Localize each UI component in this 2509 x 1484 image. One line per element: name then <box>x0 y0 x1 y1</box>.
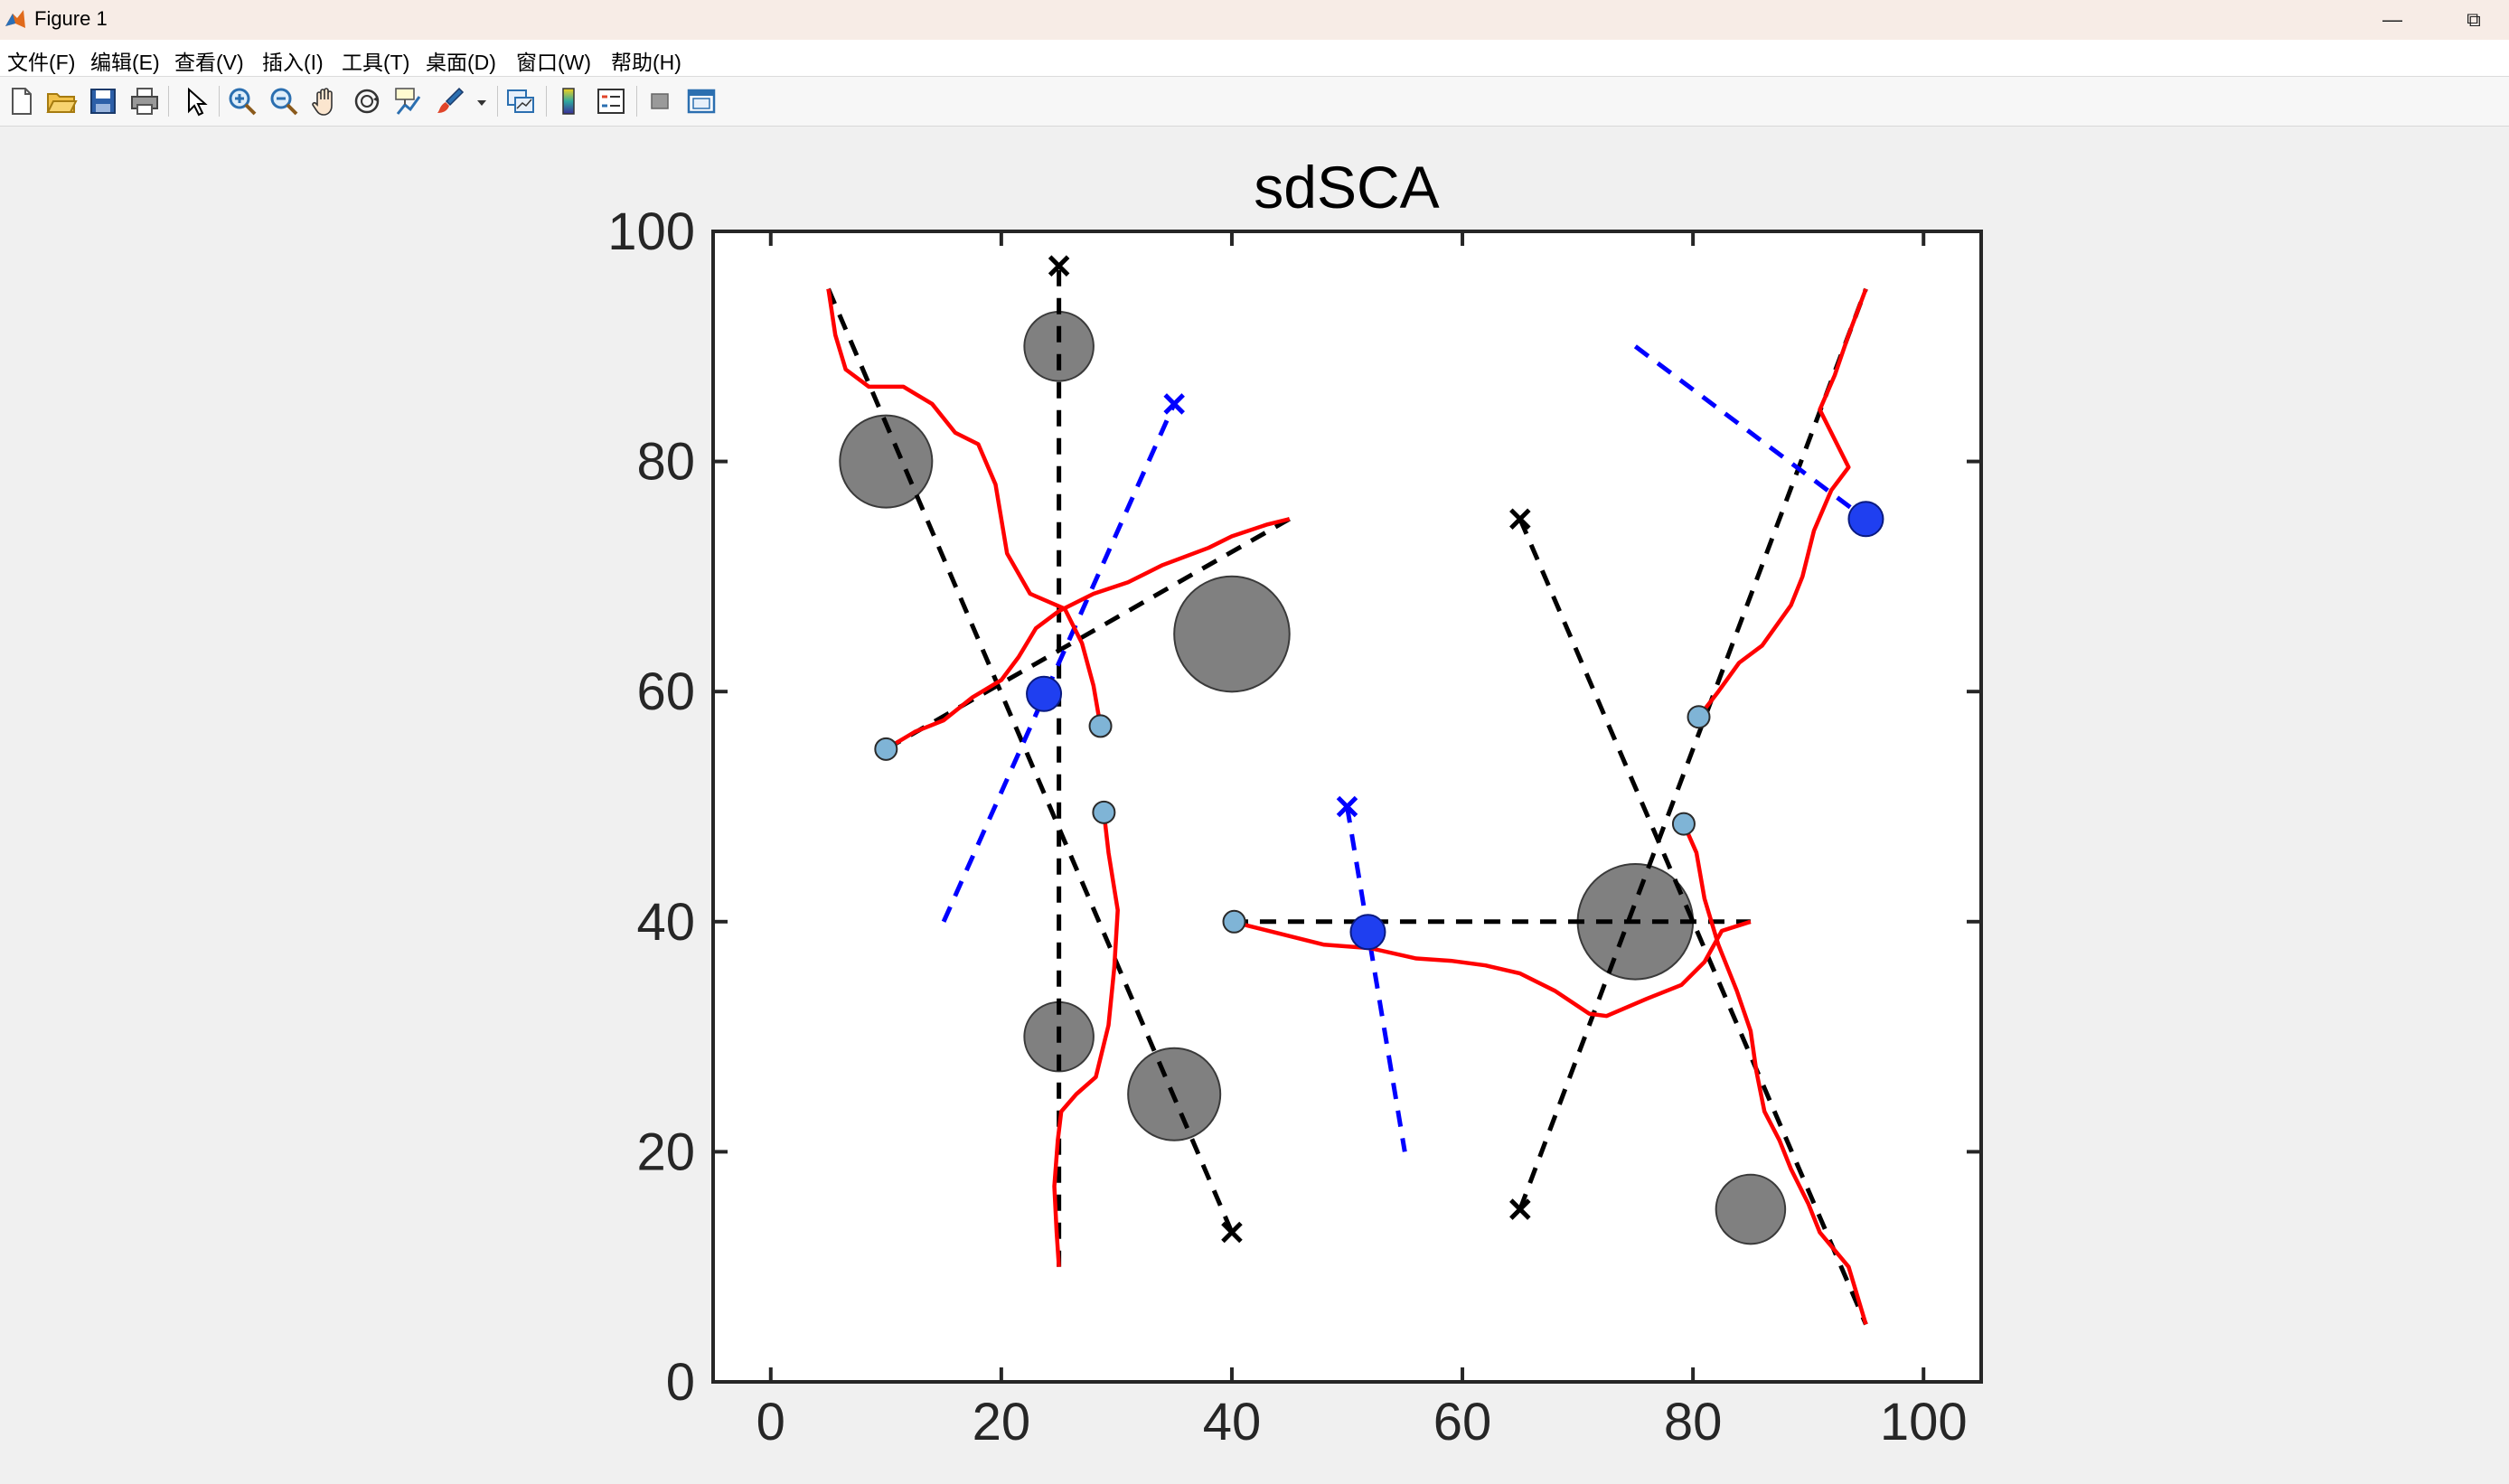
x-tick-label: 0 <box>756 1393 785 1451</box>
menu-bar: 文件(F) 编辑(E) 查看(V) 插入(I) 工具(T) 桌面(D) 窗口(W… <box>0 40 2509 77</box>
toolbar-separator <box>497 86 498 117</box>
menu-edit[interactable]: 编辑(E) <box>90 51 160 74</box>
goal-x-marker <box>1048 255 1070 277</box>
start-marker <box>1222 909 1246 934</box>
save-icon[interactable] <box>87 85 119 117</box>
trajectory-line <box>826 288 1103 727</box>
black-dashed-line <box>885 517 1291 752</box>
window-title: Figure 1 <box>34 7 108 30</box>
agent-marker <box>1847 501 1884 538</box>
start-marker <box>874 737 898 761</box>
menu-insert[interactable]: 插入(I) <box>262 51 324 74</box>
start-marker <box>1092 800 1116 824</box>
toolbar-separator <box>546 86 547 117</box>
menu-desktop[interactable]: 桌面(D) <box>426 51 496 74</box>
zoom-in-icon[interactable] <box>226 85 258 117</box>
menu-file[interactable]: 文件(F) <box>7 51 76 74</box>
obstacle-circle <box>1715 1173 1787 1245</box>
x-tick-label: 100 <box>1880 1393 1968 1451</box>
legend-icon[interactable] <box>595 85 627 117</box>
obstacle-circle <box>839 414 934 509</box>
hide-plot-tools-icon[interactable] <box>644 85 676 117</box>
toolbar-separator <box>168 86 169 117</box>
toolbar-separator <box>219 86 220 117</box>
goal-x-marker <box>1509 1198 1531 1220</box>
goal-x-marker <box>1163 393 1185 415</box>
show-plot-tools-icon[interactable] <box>685 85 718 117</box>
start-marker <box>1671 812 1696 836</box>
title-bar: Figure 1 — ⧉ <box>0 0 2509 40</box>
pan-hand-icon[interactable] <box>309 85 342 117</box>
minimize-icon: — <box>2382 8 2402 31</box>
link-plot-icon[interactable] <box>504 85 537 117</box>
minimize-button[interactable]: — <box>2361 0 2424 40</box>
select-pointer-icon[interactable] <box>179 85 211 117</box>
trajectory-line <box>1231 919 1752 1019</box>
restore-button[interactable]: ⧉ <box>2442 0 2505 40</box>
matlab-logo-icon <box>5 10 25 28</box>
axes-box <box>711 230 1983 1384</box>
y-tick-label: 20 <box>636 1122 695 1181</box>
trajectory-line <box>1696 287 1868 719</box>
zoom-out-icon[interactable] <box>268 85 300 117</box>
y-tick-label: 0 <box>666 1353 695 1412</box>
new-figure-icon[interactable] <box>5 85 38 117</box>
black-dashed-line <box>1518 287 1868 1210</box>
obstacle-circle <box>1023 311 1095 382</box>
brush-dropdown-icon[interactable] <box>475 99 488 108</box>
y-tick-label: 80 <box>636 433 695 492</box>
x-tick-label: 60 <box>1433 1393 1492 1451</box>
blue-dashed-line <box>941 402 1177 923</box>
agent-marker <box>1349 914 1386 951</box>
x-tick-label: 80 <box>1664 1393 1723 1451</box>
agent-marker <box>1026 675 1063 712</box>
black-dashed-line <box>1518 518 1868 1326</box>
figure-canvas[interactable]: 0 20 40 60 80 100 0 20 40 60 80 100 sdSCA <box>0 127 2509 1484</box>
black-dashed-line <box>826 287 1235 1234</box>
goal-x-marker <box>1221 1221 1243 1244</box>
chart-title: sdSCA <box>1254 154 1439 221</box>
start-marker <box>1687 705 1711 729</box>
restore-icon: ⧉ <box>2467 8 2481 31</box>
trajectory-line <box>885 517 1291 751</box>
y-tick-label: 40 <box>636 893 695 952</box>
menu-tools[interactable]: 工具(T) <box>342 51 410 74</box>
obstacle-circle <box>1173 575 1291 693</box>
trajectory-line <box>1052 812 1120 1267</box>
open-file-icon[interactable] <box>45 85 78 117</box>
print-icon[interactable] <box>128 85 161 117</box>
toolbar-separator <box>636 86 637 117</box>
menu-help[interactable]: 帮助(H) <box>611 51 681 74</box>
x-tick-label: 40 <box>1203 1393 1262 1451</box>
y-tick-label: 100 <box>607 202 695 261</box>
start-marker <box>1088 714 1113 738</box>
menu-view[interactable]: 查看(V) <box>174 51 244 74</box>
blue-dashed-line <box>1633 344 1867 521</box>
trajectory-line <box>1681 822 1868 1325</box>
x-tick-label: 20 <box>973 1393 1031 1451</box>
data-cursor-icon[interactable] <box>392 85 425 117</box>
blue-dashed-line <box>1345 806 1407 1152</box>
y-tick-label: 60 <box>636 662 695 721</box>
goal-x-marker <box>1509 508 1531 531</box>
toolbar <box>0 77 2509 127</box>
menu-window[interactable]: 窗口(W) <box>516 51 592 74</box>
rotate-3d-icon[interactable] <box>351 85 383 117</box>
goal-x-marker <box>1336 795 1358 818</box>
brush-icon[interactable] <box>434 85 466 117</box>
colorbar-icon[interactable] <box>553 85 586 117</box>
